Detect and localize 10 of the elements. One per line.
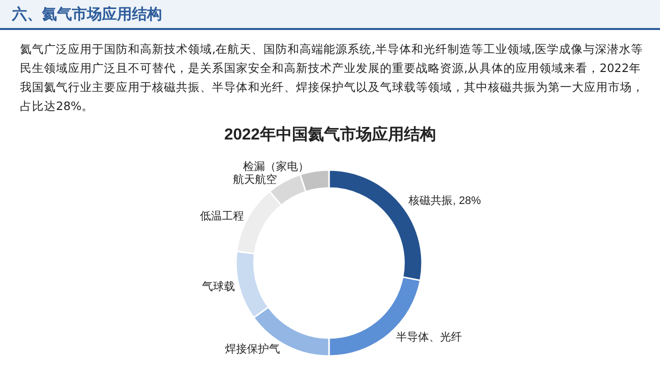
- slice-label: 航天航空: [233, 173, 278, 186]
- slice-label: 气球载: [202, 280, 235, 294]
- slice-label: 焊接保护气: [224, 342, 280, 356]
- text: 六、氦气市场应用结构: [0, 0, 660, 30]
- chart-title: 2022年中国氦气市场应用结构: [224, 124, 436, 144]
- slice-label: 半导体、光纤: [396, 330, 462, 344]
- text: 氦气广泛应用于国防和高新技术领域,在航天、国防和高端能源系统,半导体和光纤制造等工业领域,医学成像与深潜水等民生领域应用广泛且不可替代，是关系国家安全和高新技术产业发展的重要战略资源,从具体的应用领域来看，2022年我国氦气行业主要应用于核磁共振、半导体和光纤、焊接保护气以及气球载等领域，其中核磁共振为第一大应用市场，占比达28%。: [20, 41, 645, 115]
- slice-label: 低温工程: [200, 210, 244, 222]
- slice-label: 核磁共振, 28%: [408, 194, 482, 208]
- slice-label: 检漏（家电）: [242, 160, 309, 174]
